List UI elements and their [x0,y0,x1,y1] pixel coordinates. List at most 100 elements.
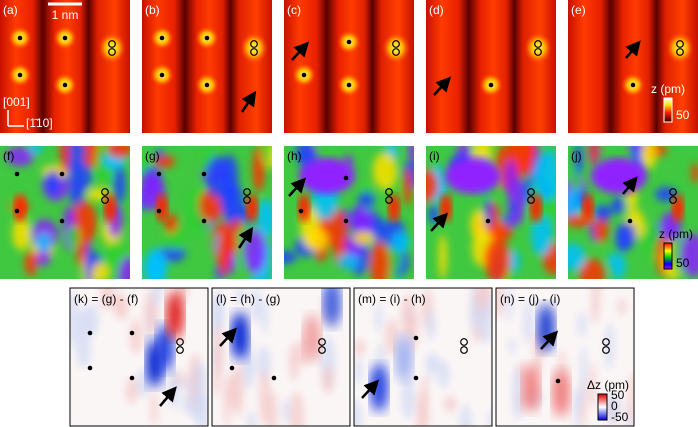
colorbar-label-bottom: -50 [611,410,629,424]
blob [247,410,256,426]
atom-dot [17,72,23,78]
bright-spot [98,32,126,64]
blob [437,360,450,388]
blob [213,324,224,380]
blob [129,318,143,355]
atom-circle [318,338,326,346]
blob [589,362,596,410]
texture [354,288,492,426]
blob [486,222,513,242]
atom-circle [250,40,258,48]
blob [295,146,313,166]
atom-circle [392,48,400,56]
blob [408,146,414,163]
atom-circle [527,196,535,204]
blob [151,288,163,306]
atom-dot [346,82,352,88]
blob [351,206,373,239]
atom-circle [676,40,684,48]
colorbar-title: Δz (pm) [587,378,629,392]
blob [608,252,617,267]
blob [401,293,416,340]
atom-circle [676,48,684,56]
blob [323,288,341,327]
atom-circle [385,188,393,196]
stm-image [142,146,272,279]
frame [69,287,209,427]
atom-dot [229,365,235,371]
arrow [625,40,641,59]
atom-dot [555,378,561,384]
atom-circle [460,338,468,346]
arrow [622,176,638,195]
blob [512,366,524,420]
atom-circle [602,346,610,354]
bright-spot [240,32,268,64]
diff-panel: (k) = (g) - (f) [69,287,209,427]
blob [372,152,398,189]
blob [100,288,115,311]
blob [246,194,258,222]
blob [530,194,542,222]
stm-panel: (g) [142,146,272,279]
blob [235,288,246,305]
panel-label: (k) = (g) - (f) [74,292,138,306]
colorbar-label-mid: 0 [611,399,618,413]
stm-panel: (f) [0,146,130,279]
blob [258,369,271,425]
blob [337,253,359,270]
blob [125,377,138,404]
atom-circle [243,196,251,204]
blob [589,146,599,166]
scale-label: 1 nm [52,8,79,22]
blob [534,155,556,201]
blob [400,375,415,420]
blob [231,312,249,360]
blob [59,146,70,173]
blob [627,372,634,426]
stm-panel: (j) [568,146,698,279]
blob [75,325,92,369]
axis-right: [1̄10] [26,116,53,130]
atom-dot [204,35,210,41]
stm-panel: (e) [568,0,698,133]
colorbar-label: 50 [676,108,690,122]
atom-dot [204,82,210,88]
blob [86,187,110,201]
blob [84,303,100,337]
blob [522,364,540,412]
atom-dot [156,208,162,214]
blob [388,194,400,222]
colorbar [663,97,673,123]
blob [261,300,269,334]
blob [106,146,130,159]
frame [211,287,351,427]
frame [353,287,493,427]
blob [299,158,355,194]
panel-label: (h) [287,149,302,163]
blob [357,191,376,208]
colorbar-title: z (pm) [659,227,693,241]
blob [395,334,413,382]
blob [353,231,375,245]
blob [509,199,518,217]
atom-dot [346,39,352,45]
blob [426,352,440,373]
blob [484,237,511,279]
atom-dot [129,330,135,336]
panel-label: (n) = (j) - (i) [500,292,560,306]
blob [45,170,61,198]
colorbar-label: 50 [676,256,690,270]
blob [375,303,383,334]
blob [223,375,231,426]
blob [385,318,400,356]
blob [552,369,570,417]
arrow [291,41,310,61]
bright-spot [666,32,694,64]
atom-dot [62,35,68,41]
blob [91,262,110,279]
atom-circle [250,48,258,56]
blob [156,194,168,222]
colorbar-label-top: 50 [611,388,625,402]
blob [117,256,130,279]
